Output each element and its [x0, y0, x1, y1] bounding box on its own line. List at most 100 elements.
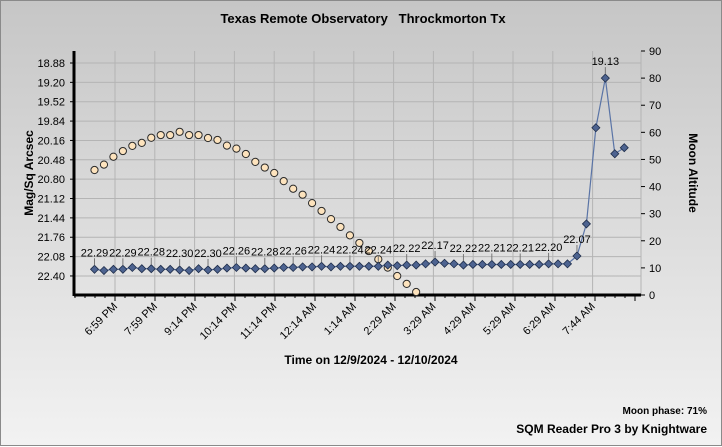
- y2-tick-label: 90: [649, 46, 661, 58]
- sqm-point: [402, 260, 412, 270]
- moon-altitude-series: [90, 127, 421, 297]
- sqm-point: [279, 262, 289, 273]
- moon-altitude-point: [355, 238, 364, 248]
- y-tick-label: 19.20: [37, 77, 65, 89]
- sqm-point: [118, 264, 128, 274]
- x-tick-label: 1:14 AM: [322, 301, 359, 338]
- moon-altitude-point: [307, 198, 317, 208]
- moon-altitude-point: [128, 141, 137, 150]
- y2-tick-label: 30: [649, 209, 661, 221]
- moon-altitude-point: [317, 206, 326, 216]
- sqm-point: [137, 264, 147, 274]
- data-label: 22.29: [109, 247, 137, 259]
- credit-text: SQM Reader Pro 3 by Knightware: [516, 422, 707, 436]
- data-label: 22.22: [393, 243, 421, 255]
- moon-altitude-point: [118, 146, 127, 156]
- sqm-point: [496, 259, 506, 270]
- sqm-point: [430, 257, 440, 267]
- sqm-point: [477, 259, 487, 270]
- sqm-point: [203, 265, 213, 275]
- sqm-point: [392, 261, 402, 271]
- x-tick-label: 11:14 PM: [238, 301, 279, 342]
- data-label: 22.24: [308, 244, 336, 256]
- moon-altitude-point: [279, 177, 288, 186]
- moon-altitude-point: [336, 222, 345, 232]
- moon-altitude-point: [109, 152, 118, 161]
- sqm-point: [127, 262, 137, 273]
- data-label: 22.21: [506, 242, 534, 254]
- y-tick-label: 20.80: [37, 174, 65, 186]
- x-tick-label: 7:59 PM: [122, 301, 159, 338]
- sqm-point: [581, 219, 591, 229]
- x-tick-label: 5:29 AM: [481, 301, 518, 338]
- sqm-point: [175, 265, 185, 275]
- y-tick-label: 19.84: [37, 116, 65, 128]
- sqm-point: [458, 260, 469, 270]
- sqm-point: [307, 262, 317, 272]
- sqm-point: [335, 261, 346, 271]
- moon-altitude-point: [298, 190, 307, 199]
- sqm-point: [449, 259, 459, 269]
- sqm-point: [515, 259, 525, 270]
- sqm-point: [610, 149, 620, 159]
- y2-axis-title: Moon Altitude: [686, 133, 700, 213]
- data-label: 22.17: [421, 240, 449, 252]
- data-label: 22.30: [166, 248, 194, 260]
- moon-altitude-point: [156, 130, 165, 140]
- y-axis-title: Mag/Sq Arcsec: [22, 130, 36, 216]
- data-labels: 22.29 22.29 22.28 22.30 22.30 22.26 22.28 22.26…: [81, 56, 619, 266]
- x-axis-title: Time on 12/9/2024 - 12/10/2024: [284, 353, 458, 367]
- x-tick-label: 3:29 AM: [401, 301, 438, 338]
- sqm-point: [591, 123, 601, 133]
- sqm-point: [354, 261, 364, 271]
- data-label: 22.24: [336, 244, 364, 256]
- sqm-point: [288, 262, 298, 273]
- moon-altitude-point: [289, 184, 298, 193]
- y2-tick-label: 20: [649, 236, 661, 248]
- sqm-point: [534, 259, 544, 270]
- x-tick-label: 12:14 AM: [278, 301, 319, 342]
- moon-altitude-point: [90, 165, 99, 175]
- moon-altitude-point: [137, 138, 146, 148]
- sqm-point: [184, 265, 194, 276]
- y2-tick-label: 10: [649, 263, 661, 275]
- moon-altitude-point: [213, 135, 222, 145]
- data-label: 22.28: [251, 247, 279, 259]
- moon-altitude-point: [194, 130, 203, 140]
- moon-phase-text: Moon phase: 71%: [623, 406, 708, 417]
- sqm-point: [572, 251, 582, 261]
- moon-altitude-point: [147, 133, 156, 142]
- data-label: 22.26: [279, 245, 307, 257]
- data-label: 22.22: [450, 243, 478, 255]
- x-tick-label: 2:29 AM: [362, 301, 399, 338]
- x-tick-label: 7:44 AM: [561, 301, 598, 338]
- y-tick-label: 20.48: [37, 155, 65, 167]
- data-label: 22.07: [563, 234, 591, 246]
- data-label: 22.30: [194, 248, 222, 260]
- moon-altitude-point: [345, 231, 355, 240]
- axes: 18.88 19.20 19.52 19.84 20.16 20.48 20.80 21.12…: [37, 46, 661, 342]
- x-tick-label: 9:14 PM: [162, 301, 199, 338]
- data-label: 22.24: [365, 244, 393, 256]
- y2-tick-label: 80: [649, 73, 661, 85]
- sqm-point: [146, 264, 156, 274]
- sqm-point: [439, 258, 450, 268]
- sqm-point: [250, 264, 260, 274]
- sqm-point: [364, 261, 374, 271]
- data-label: 22.26: [223, 245, 251, 257]
- moon-altitude-point: [402, 279, 411, 288]
- x-tick-label: 6:29 AM: [521, 301, 558, 338]
- sqm-point: [468, 259, 478, 270]
- data-label: 22.20: [535, 242, 563, 254]
- sqm-point: [156, 264, 166, 274]
- data-label: 22.21: [478, 242, 506, 254]
- y-tick-label: 18.88: [37, 58, 65, 70]
- sqm-point: [212, 264, 223, 274]
- chart-title: Texas Remote Observatory Throckmorton Tx: [220, 11, 506, 26]
- data-label: 22.28: [137, 247, 165, 259]
- sqm-point: [383, 260, 393, 270]
- y2-tick-label: 60: [649, 127, 661, 139]
- y-tick-label: 22.40: [37, 271, 65, 283]
- moon-altitude-point: [185, 130, 194, 140]
